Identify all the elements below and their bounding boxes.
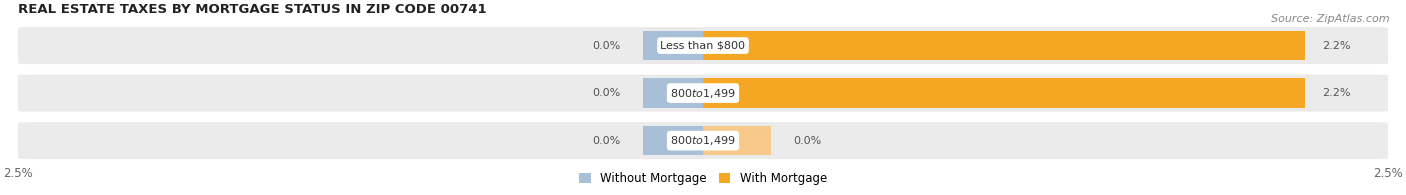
Text: REAL ESTATE TAXES BY MORTGAGE STATUS IN ZIP CODE 00741: REAL ESTATE TAXES BY MORTGAGE STATUS IN …	[18, 4, 486, 16]
Text: Less than $800: Less than $800	[661, 41, 745, 51]
FancyBboxPatch shape	[13, 74, 1393, 112]
Text: $800 to $1,499: $800 to $1,499	[671, 87, 735, 100]
Text: $800 to $1,499: $800 to $1,499	[671, 134, 735, 147]
Text: 2.2%: 2.2%	[1322, 41, 1350, 51]
Bar	[643, 126, 703, 155]
Bar	[703, 31, 1306, 60]
Text: 0.0%: 0.0%	[592, 41, 621, 51]
FancyBboxPatch shape	[13, 27, 1393, 64]
Bar	[703, 78, 1306, 108]
Bar	[643, 31, 703, 60]
Bar	[703, 126, 772, 155]
Text: Source: ZipAtlas.com: Source: ZipAtlas.com	[1271, 14, 1389, 24]
Text: 0.0%: 0.0%	[592, 88, 621, 98]
Legend: Without Mortgage, With Mortgage: Without Mortgage, With Mortgage	[574, 168, 832, 190]
Text: 0.0%: 0.0%	[793, 136, 821, 146]
Text: 0.0%: 0.0%	[592, 136, 621, 146]
Text: 2.2%: 2.2%	[1322, 88, 1350, 98]
Bar	[643, 78, 703, 108]
FancyBboxPatch shape	[13, 122, 1393, 159]
